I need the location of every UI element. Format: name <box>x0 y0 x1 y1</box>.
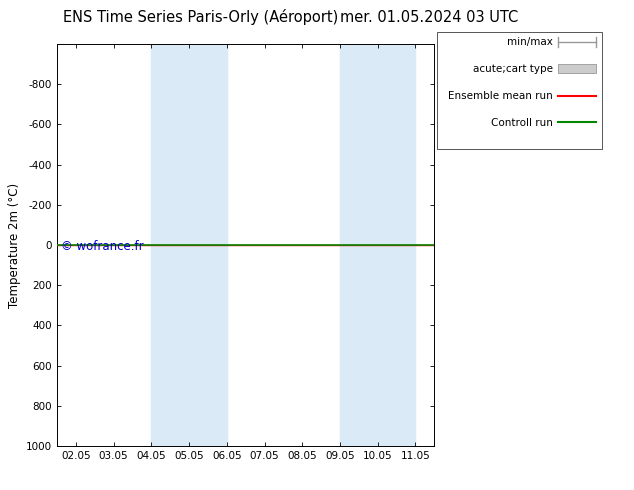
Text: mer. 01.05.2024 03 UTC: mer. 01.05.2024 03 UTC <box>340 10 518 24</box>
Text: Ensemble mean run: Ensemble mean run <box>448 91 553 100</box>
Text: acute;cart type: acute;cart type <box>473 64 553 74</box>
Text: Controll run: Controll run <box>491 118 553 127</box>
Bar <box>152 44 227 446</box>
Text: ENS Time Series Paris-Orly (Aéroport): ENS Time Series Paris-Orly (Aéroport) <box>63 9 338 25</box>
Text: © wofrance.fr: © wofrance.fr <box>61 240 143 253</box>
Bar <box>340 44 415 446</box>
Y-axis label: Temperature 2m (°C): Temperature 2m (°C) <box>8 182 20 308</box>
Text: min/max: min/max <box>507 37 553 47</box>
